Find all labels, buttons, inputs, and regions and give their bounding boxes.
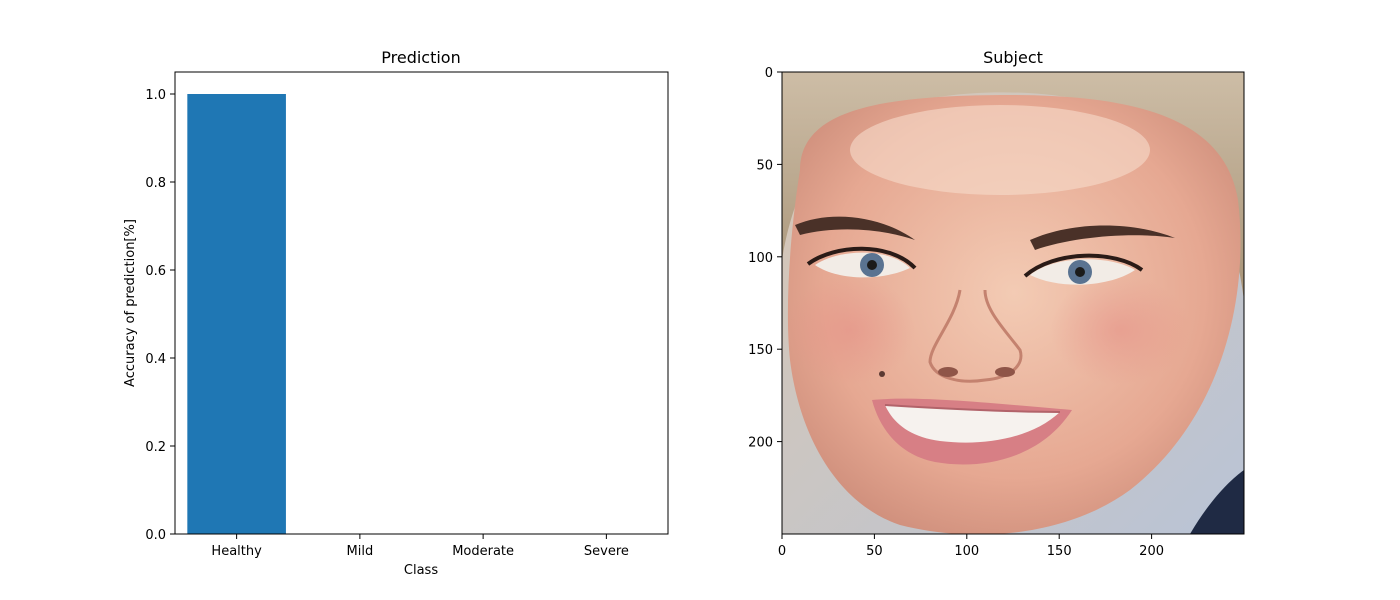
x-tick-label: Mild — [347, 544, 374, 559]
bar-healthy — [187, 94, 286, 534]
subject-face-photo — [782, 72, 1244, 534]
image-x-tick-label: 150 — [1047, 544, 1072, 559]
image-title: Subject — [983, 48, 1043, 67]
image-x-tick-label: 200 — [1139, 544, 1164, 559]
image-y-tick-label: 200 — [748, 436, 773, 451]
chart-title: Prediction — [381, 48, 460, 67]
image-y-tick-label: 0 — [765, 66, 773, 81]
x-tick-label: Moderate — [452, 544, 514, 559]
image-x-tick-label: 100 — [954, 544, 979, 559]
image-frame — [781, 71, 1245, 535]
plot-frame — [174, 71, 669, 535]
y-tick-label: 0.4 — [145, 352, 166, 367]
subject-image-panel: Subject — [748, 48, 1245, 559]
x-axis-label: Class — [404, 563, 438, 578]
image-x-tick-label: 50 — [866, 544, 883, 559]
image-x-tick-label: 0 — [778, 544, 786, 559]
y-tick-label: 1.0 — [145, 88, 166, 103]
x-tick-label: Severe — [584, 544, 629, 559]
y-axis-label: Accuracy of prediction[%] — [123, 219, 138, 387]
image-y-tick-label: 100 — [748, 251, 773, 266]
prediction-bar-chart: Prediction 0.0 0.2 0.4 0.6 0.8 1.0 Healthy Mil… — [123, 48, 669, 578]
y-tick-label: 0.8 — [145, 176, 166, 191]
image-y-tick-label: 50 — [756, 158, 773, 173]
image-y-tick-label: 150 — [748, 343, 773, 358]
y-tick-label: 0.6 — [145, 264, 166, 279]
y-tick-label: 0.0 — [145, 528, 166, 543]
x-tick-label: Healthy — [211, 544, 262, 559]
y-tick-label: 0.2 — [145, 440, 166, 455]
